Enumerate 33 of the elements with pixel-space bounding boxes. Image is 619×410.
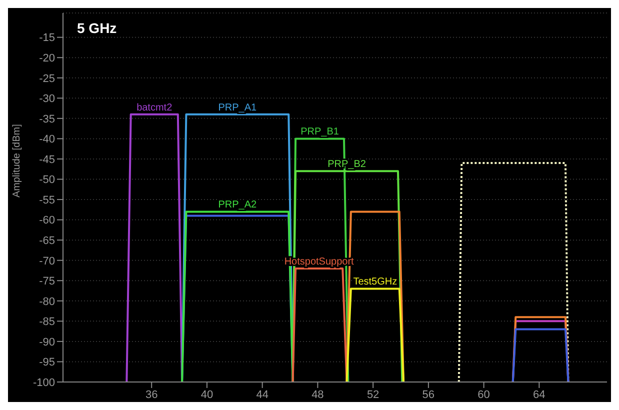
x-tick-label: 40 [200, 388, 214, 401]
y-tick-label: -80 [39, 296, 55, 308]
y-tick-label: -60 [39, 214, 55, 227]
x-tick-label: 64 [533, 388, 546, 401]
x-tick-label: 56 [422, 388, 435, 401]
y-axis-title: Amplitude [dBm] [12, 124, 23, 198]
series-label: Test5GHz [353, 276, 398, 288]
y-tick-label: -85 [39, 316, 55, 328]
text: 5 GHz [77, 20, 117, 36]
x-tick-label: 60 [478, 388, 490, 401]
series-label: PRP_B1 [300, 126, 340, 138]
series-label: PRP_A2 [218, 200, 258, 211]
y-tick-label: -55 [39, 194, 55, 206]
x-tick-label: 52 [366, 388, 380, 401]
y-tick-label: -45 [39, 154, 55, 166]
series-label: batcmt2 [136, 102, 173, 114]
y-tick-label: -75 [39, 276, 55, 288]
y-tick-label: -15 [39, 32, 55, 44]
series-label: PRP_A1 [218, 102, 258, 114]
y-tick-label: -65 [39, 234, 55, 247]
y-tick-label: -20 [39, 52, 55, 65]
x-tick-label: 44 [256, 388, 268, 401]
y-tick-label: -50 [39, 174, 55, 186]
x-tick-label: 36 [145, 388, 158, 401]
x-tick-label: 48 [312, 388, 324, 401]
y-tick-label: -30 [39, 93, 55, 106]
y-tick-label: -95 [39, 356, 55, 369]
y-tick-label: -40 [39, 134, 55, 146]
y-tick-label: -90 [39, 336, 55, 348]
y-tick-label: -35 [39, 113, 55, 126]
y-tick-label: -100 [32, 376, 55, 389]
y-tick-label: -25 [39, 72, 55, 85]
y-tick-label: -70 [39, 255, 55, 268]
